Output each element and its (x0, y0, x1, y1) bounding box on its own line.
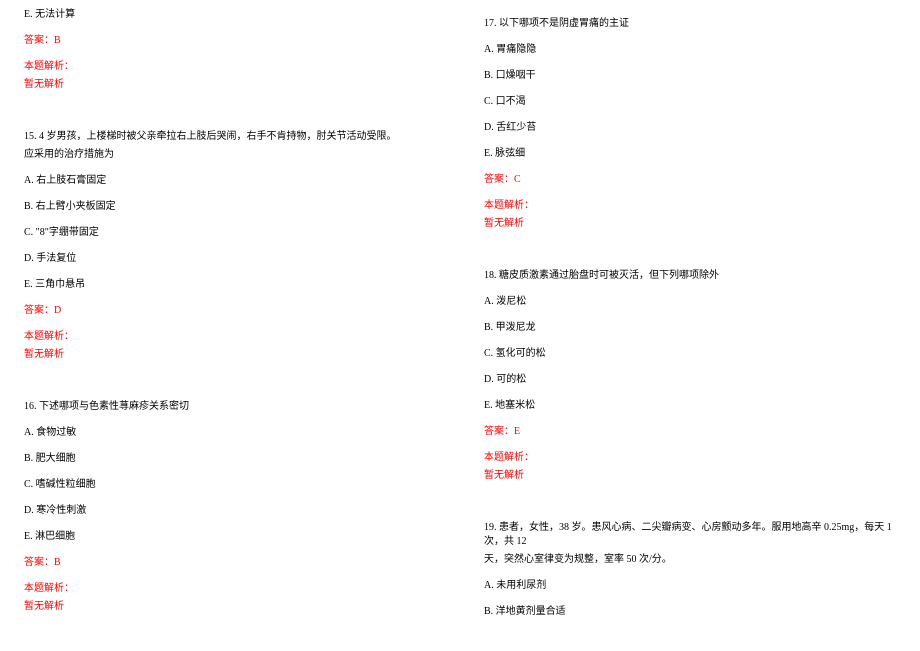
q14-option-e: E. 无法计算 (24, 8, 436, 22)
q15-option-b: B. 右上臂小夹板固定 (24, 200, 436, 214)
q17-option-b: B. 口燥咽干 (484, 69, 896, 83)
q17-explanation-heading: 本题解析： (484, 199, 896, 213)
q17-explanation: 暂无解析 (484, 217, 896, 231)
q16-answer: 答案：B (24, 556, 436, 570)
q15-explanation: 暂无解析 (24, 348, 436, 362)
q16-option-b: B. 肥大细胞 (24, 452, 436, 466)
q14-explanation: 暂无解析 (24, 78, 436, 92)
q18-option-e: E. 地塞米松 (484, 399, 896, 413)
q19-option-b: B. 洋地黄剂量合适 (484, 605, 896, 619)
q16-explanation: 暂无解析 (24, 600, 436, 614)
q19-stem-line1: 19. 患者，女性，38 岁。患风心病、二尖瓣病变、心房颤动多年。服用地高辛 0… (484, 521, 896, 549)
q14-explanation-heading: 本题解析： (24, 60, 436, 74)
q16-option-a: A. 食物过敏 (24, 426, 436, 440)
q17-option-d: D. 舌红少苔 (484, 121, 896, 135)
q18-option-a: A. 泼尼松 (484, 295, 896, 309)
q16-option-e: E. 淋巴细胞 (24, 530, 436, 544)
q18-option-b: B. 甲泼尼龙 (484, 321, 896, 335)
exam-page: E. 无法计算 答案：B 本题解析： 暂无解析 15. 4 岁男孩，上楼梯时被父… (0, 0, 920, 651)
q15-option-c: C. "8"字绷带固定 (24, 226, 436, 240)
q15-option-e: E. 三角巾悬吊 (24, 278, 436, 292)
q18-explanation: 暂无解析 (484, 469, 896, 483)
q15-option-d: D. 手法复位 (24, 252, 436, 266)
q16-option-d: D. 寒冷性刺激 (24, 504, 436, 518)
q17-option-a: A. 胃痛隐隐 (484, 43, 896, 57)
q19-option-a: A. 未用利尿剂 (484, 579, 896, 593)
spacer (484, 495, 896, 521)
q16-explanation-heading: 本题解析： (24, 582, 436, 596)
q18-option-d: D. 可的松 (484, 373, 896, 387)
q15-option-a: A. 右上肢石膏固定 (24, 174, 436, 188)
spacer (24, 104, 436, 130)
q17-stem: 17. 以下哪项不是阴虚胃痛的主证 (484, 17, 896, 31)
q18-option-c: C. 氢化可的松 (484, 347, 896, 361)
q18-answer: 答案：E (484, 425, 896, 439)
spacer (484, 243, 896, 269)
q14-answer: 答案：B (24, 34, 436, 48)
q15-answer: 答案：D (24, 304, 436, 318)
q16-stem: 16. 下述哪项与色素性荨麻疹关系密切 (24, 400, 436, 414)
q15-explanation-heading: 本题解析： (24, 330, 436, 344)
q18-stem: 18. 糖皮质激素通过胎盘时可被灭活，但下列哪项除外 (484, 269, 896, 283)
q15-stem-line2: 应采用的治疗措施为 (24, 148, 436, 162)
q15-stem-line1: 15. 4 岁男孩，上楼梯时被父亲牵拉右上肢后哭闹，右手不肯持物，肘关节活动受限… (24, 130, 436, 144)
q17-option-e: E. 脉弦细 (484, 147, 896, 161)
q17-answer: 答案：C (484, 173, 896, 187)
q16-option-c: C. 嗜碱性粒细胞 (24, 478, 436, 492)
q19-stem-line2: 天，突然心室律变为规整，室率 50 次/分。 (484, 553, 896, 567)
q18-explanation-heading: 本题解析： (484, 451, 896, 465)
q17-option-c: C. 口不渴 (484, 95, 896, 109)
spacer (24, 374, 436, 400)
